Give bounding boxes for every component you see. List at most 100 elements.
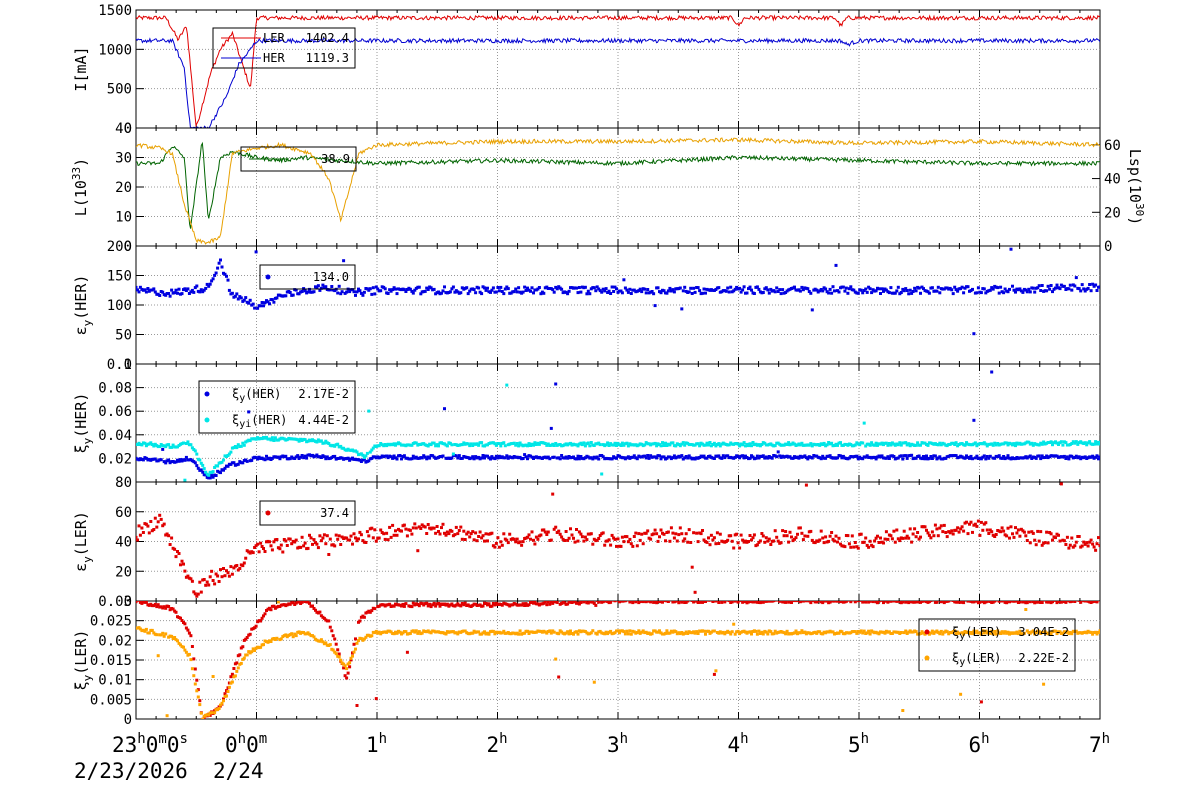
panel-3-series-1-point	[1058, 287, 1062, 291]
panel-4-series-2-point	[518, 441, 522, 445]
panel-5-series-1-point	[417, 525, 421, 529]
panel-5-series-1-point	[521, 540, 525, 544]
panel-5-series-1-point	[761, 534, 765, 538]
panel-5-series-1-point	[217, 580, 221, 583]
panel-5-series-1-point	[358, 530, 362, 534]
panel-4-series-2-point	[742, 441, 746, 445]
panel-3-series-1-point	[868, 287, 872, 291]
panel-4-series-2-point	[466, 442, 470, 446]
panel-6-series-1-point	[631, 601, 635, 605]
panel-3-series-1-point	[793, 285, 796, 289]
panel-4-series-1-point	[993, 456, 997, 460]
panel-4-series-1-point	[733, 455, 737, 459]
panel-4-series-1-point	[841, 454, 845, 458]
panel-6-series-2-point	[259, 645, 263, 649]
panel-5-series-1-point	[241, 564, 245, 568]
panel-5-series-1-point	[405, 534, 409, 538]
panel-3-series-1-point	[1037, 284, 1041, 288]
panel-3-series-1-point	[972, 332, 976, 336]
panel-3-series-1-point	[184, 289, 188, 292]
panel-3-series-1-point	[210, 279, 214, 283]
panel-5-series-1-point	[1085, 541, 1089, 545]
panel-5-series-1-point	[598, 534, 602, 537]
panel-4-series-2-point	[1073, 441, 1077, 445]
panel-3-series-1-point	[217, 261, 221, 265]
panel-5-series-1-point	[219, 568, 222, 572]
panel-4-series-1-point	[824, 456, 828, 460]
panel-4-series-2-point	[202, 467, 206, 471]
panel-6-series-2-point	[773, 629, 777, 633]
panel-6-series-2-point	[859, 629, 863, 633]
panel-5-series-1-point	[438, 532, 442, 536]
panel-6-series-1-point	[259, 619, 263, 623]
panel-6-series-2-point	[959, 692, 963, 696]
panel-4-series-1-point	[595, 455, 599, 459]
panel-4-series-2-point	[254, 437, 258, 441]
panel-4-series-2-point	[606, 441, 610, 445]
panel-6-series-2-point	[800, 629, 804, 633]
panel-4-series-2-point	[1074, 440, 1078, 444]
panel-5-series-1-point	[354, 536, 357, 540]
panel-3-series-1-point	[971, 287, 974, 291]
panel-3-series-1-point	[767, 291, 771, 295]
panel-6-series-2-point	[429, 631, 433, 635]
panel-3-series-1-point	[204, 286, 208, 290]
panel-3-series-1-point	[1067, 287, 1071, 291]
panel-5-series-1-point	[666, 530, 670, 534]
panel-6-series-2-point	[865, 631, 869, 635]
panel-3-series-1-point	[726, 286, 730, 290]
panel-6-series-2-point	[609, 629, 613, 633]
panel-6-series-2-point	[1074, 629, 1078, 633]
panel-6-series-2-point	[754, 629, 758, 633]
panel-5-series-1-point	[214, 572, 218, 576]
panel-6-series-1-point	[402, 604, 406, 608]
panel-6-series-2-point	[996, 629, 1000, 633]
panel-6-series-1-point	[352, 642, 356, 646]
panel-3-series-1-point	[847, 287, 851, 291]
panel-5-series-1-point	[545, 533, 549, 536]
panel-3-series-1-point	[766, 288, 770, 292]
panel-3-series-1-point	[256, 306, 260, 310]
panel-3-series-1-point	[529, 289, 532, 293]
panel-6-series-2-point	[757, 629, 761, 633]
panel-6-series-1-point	[180, 619, 184, 622]
panel-5-series-1-point	[717, 542, 721, 545]
panel-6-series-1-point	[810, 601, 814, 603]
panel-3-series-1-point	[542, 291, 546, 295]
panel-4-series-2-point	[502, 441, 506, 445]
panel-6-series-1-point	[171, 607, 175, 611]
panel-6-series-1-point	[354, 637, 357, 641]
panel-6-series-2-point	[276, 601, 280, 604]
panel-4-series-2-point	[876, 443, 879, 447]
panel-3-series-1-point	[448, 290, 452, 294]
panel-5-series-1-point	[308, 533, 311, 537]
panel-6-series-1-point	[1025, 601, 1029, 605]
panel-3-series-1-point	[266, 300, 270, 304]
panel-3-series-1-point	[1074, 276, 1078, 280]
panel-4-series-2-point	[499, 444, 503, 448]
panel-5-series-1-point	[478, 530, 482, 534]
panel-6-series-2-point	[1018, 629, 1022, 633]
panel-4-series-2-point	[1049, 440, 1053, 444]
panel-6-series-2-point	[674, 630, 678, 634]
panel-5-series-1-point	[580, 535, 584, 539]
panel-6-series-1-point	[434, 604, 438, 608]
panel-6-ylabel: ξy(LER)	[72, 630, 94, 691]
panel-3-series-1-point	[612, 290, 616, 293]
panel-5-series-1-point	[750, 538, 753, 542]
panel-6-series-1-point	[368, 610, 372, 614]
panel-5-series-1-point	[1058, 539, 1062, 543]
panel-3-series-1-point	[404, 290, 408, 293]
panel-4-series-2-point	[662, 444, 666, 447]
panel-3-series-1-point	[962, 291, 966, 295]
panel-6-series-1-point	[1098, 601, 1100, 602]
panel-4-series-2-point	[339, 444, 343, 448]
panel-4-series-1-point	[270, 456, 274, 460]
panel-5-series-1-point	[1033, 538, 1037, 542]
panel-6-series-2-point	[988, 631, 992, 635]
panel-3-series-1-point	[668, 286, 672, 290]
panel-4-series-2-point	[864, 444, 868, 448]
panel-6-series-1-point	[557, 675, 561, 679]
panel-4-series-2-point	[586, 441, 590, 445]
panel-6-series-2-point	[899, 631, 903, 634]
